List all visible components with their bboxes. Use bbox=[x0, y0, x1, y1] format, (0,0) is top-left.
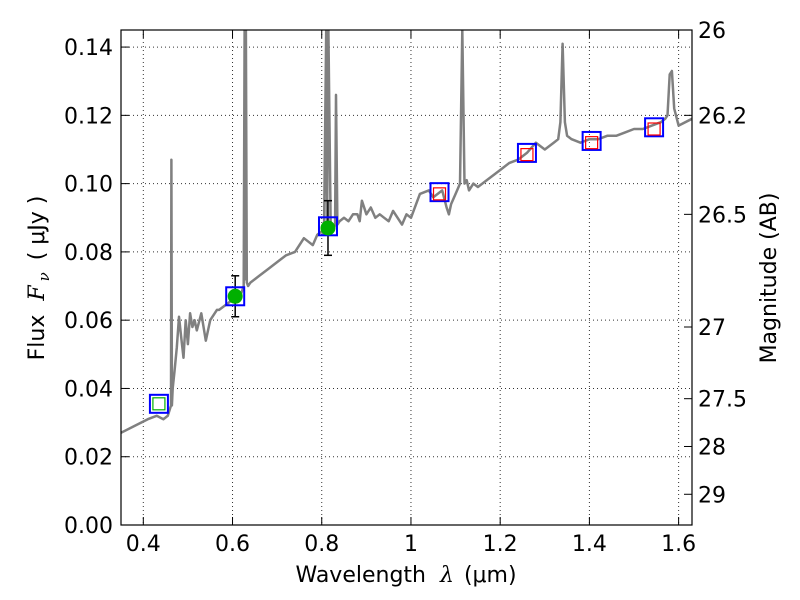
grid bbox=[121, 30, 692, 526]
y2-tick-label: 27.5 bbox=[698, 388, 747, 413]
limit-point bbox=[520, 148, 534, 162]
x-axis-label-text: Wavelength bbox=[295, 563, 426, 588]
y-tick-label: 0.08 bbox=[64, 241, 113, 266]
model-point bbox=[581, 130, 602, 151]
plot-frame bbox=[120, 29, 693, 526]
y2-tick-label: 26.5 bbox=[698, 203, 747, 228]
y-axis-label-subscript: ν bbox=[35, 272, 53, 281]
x-tick-label: 0.8 bbox=[304, 532, 339, 557]
y2-axis-label: Magnitude (AB) bbox=[757, 193, 782, 364]
model-point bbox=[429, 182, 450, 203]
observed-point bbox=[227, 288, 243, 304]
spectrum-line bbox=[121, 30, 692, 434]
x-tick-label: 1.4 bbox=[572, 532, 607, 557]
model-point bbox=[516, 142, 537, 163]
model-point bbox=[225, 286, 246, 307]
x-tick-label: 0.6 bbox=[215, 532, 250, 557]
x-tick-label: 0.4 bbox=[126, 532, 161, 557]
y2-tick-label: 26.2 bbox=[698, 104, 747, 129]
observed-point bbox=[320, 220, 336, 236]
x-axis-label-symbol: λ bbox=[439, 563, 454, 588]
y2-tick-label: 28 bbox=[698, 435, 726, 460]
limit-point bbox=[432, 187, 447, 201]
y2-tick-label: 26 bbox=[698, 19, 726, 44]
y-axis-label-symbol: F bbox=[25, 285, 50, 302]
y2-tick-label: 29 bbox=[698, 483, 726, 508]
y-tick-label: 0.04 bbox=[64, 377, 113, 402]
y-tick-label: 0.12 bbox=[64, 104, 113, 129]
model-point bbox=[644, 117, 665, 138]
ticks: 0.4 0.6 0.8 1 1.2 1.4 1.6 0.00 0.02 0.04 0.06 0.08 0… bbox=[64, 19, 747, 557]
y-axis-label-unit: ( μJy ) bbox=[25, 196, 50, 261]
limit-point bbox=[152, 397, 166, 411]
y-tick-label: 0.10 bbox=[64, 173, 113, 198]
limit-point bbox=[585, 136, 599, 150]
x-axis-label: Wavelength λ (μm) bbox=[295, 563, 516, 588]
y-tick-label: 0.00 bbox=[64, 514, 113, 539]
x-tick-label: 1.2 bbox=[483, 532, 518, 557]
y-axis-label-text: Flux bbox=[25, 315, 50, 361]
x-tick-label: 1 bbox=[404, 532, 418, 557]
model-point bbox=[148, 393, 169, 414]
x-tick-label: 1.6 bbox=[661, 532, 696, 557]
y-axis-label: Flux F ν ( μJy ) bbox=[25, 196, 53, 361]
y-tick-label: 0.14 bbox=[64, 36, 113, 61]
y-tick-label: 0.06 bbox=[64, 309, 113, 334]
x-axis-label-unit: (μm) bbox=[464, 563, 517, 588]
y2-tick-label: 27 bbox=[698, 316, 726, 341]
plot-area bbox=[121, 30, 692, 434]
y-tick-label: 0.02 bbox=[64, 446, 113, 471]
limit-point bbox=[647, 122, 661, 136]
